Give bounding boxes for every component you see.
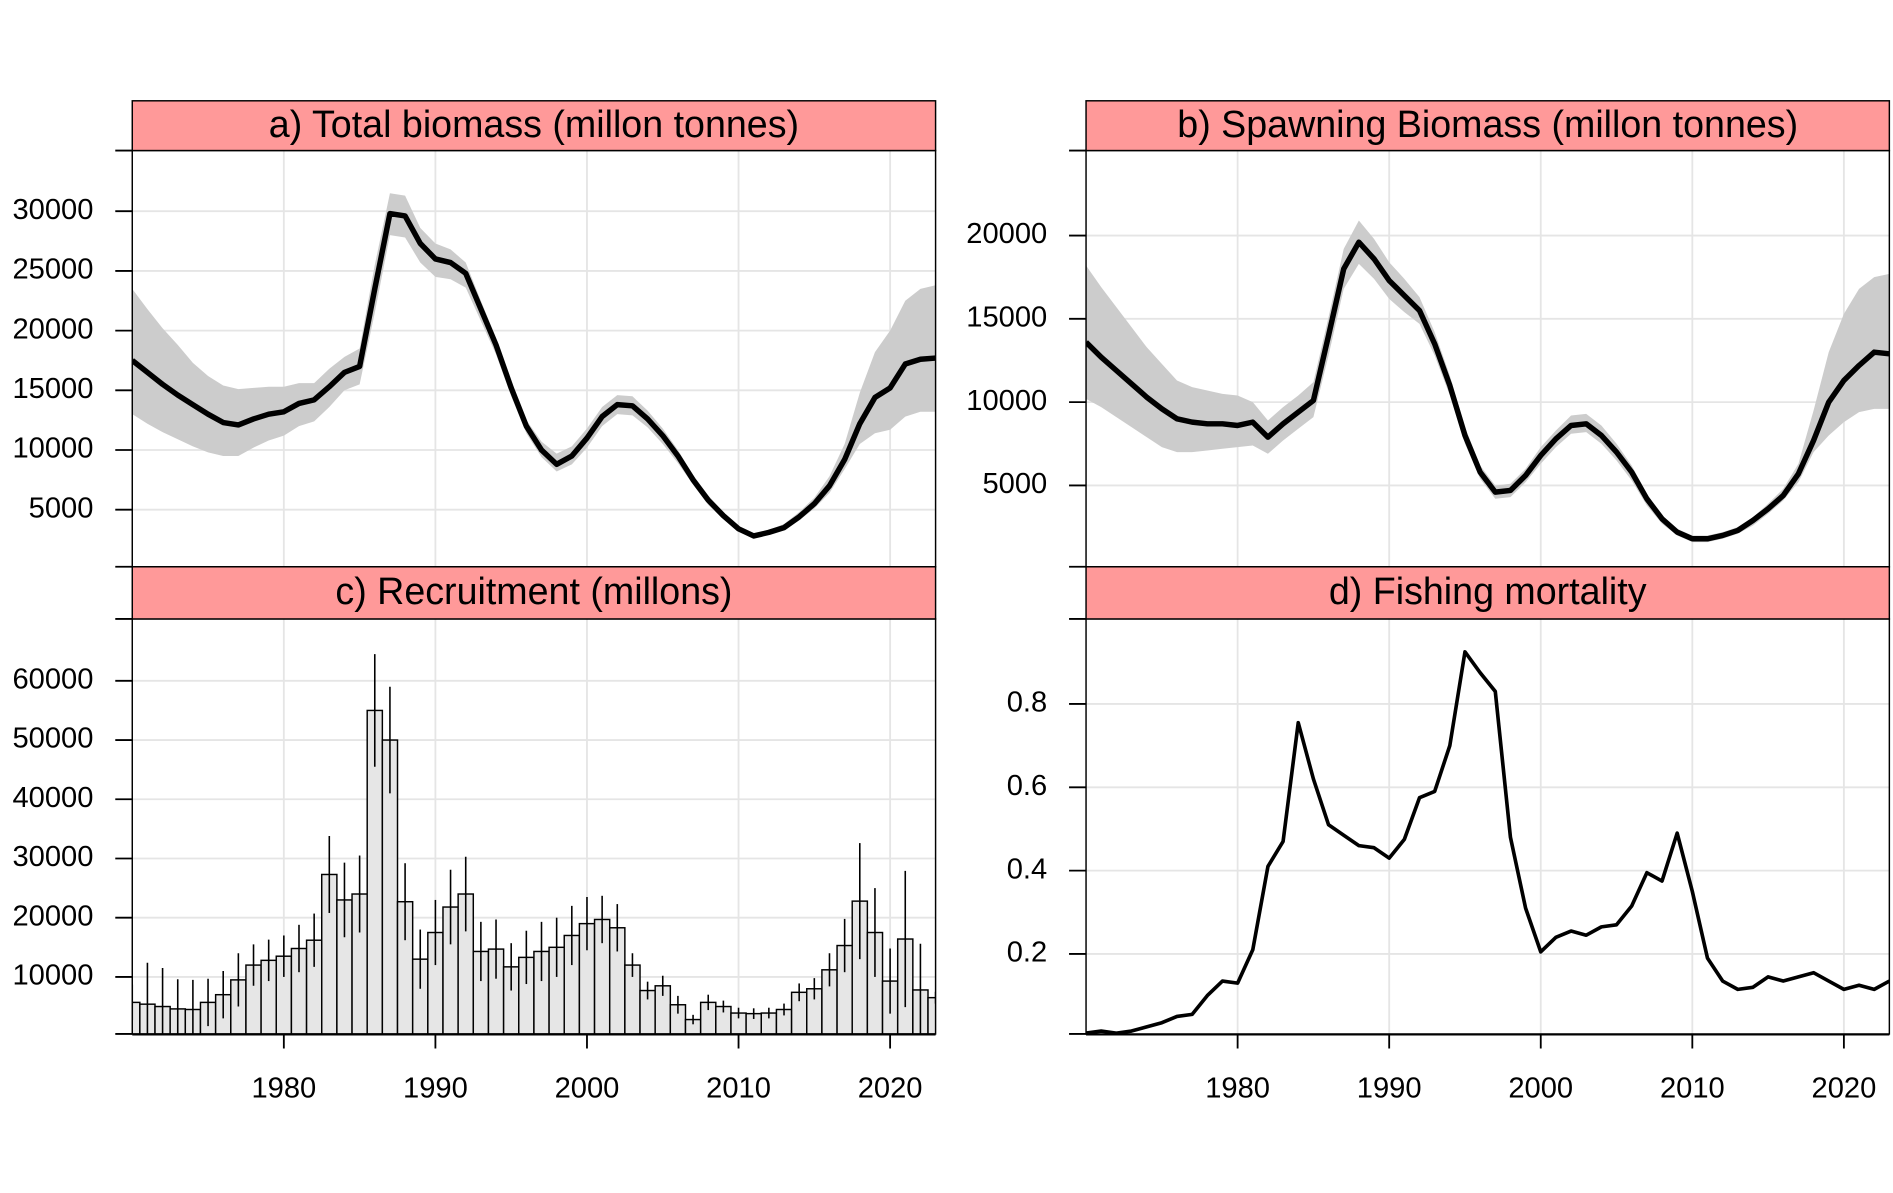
y-tick-label: 30000 [12,194,93,226]
y-tick-label: 0.8 [1007,687,1047,719]
plot-area [1086,618,1890,1034]
plot-area [1086,150,1890,567]
strip [1085,100,1891,152]
panel: 1980 1990 2000 2010 2020 0.2 0.4 0.6 0.8 d) Fishi… [1007,566,1891,1104]
x-tick-label: 2010 [1660,1072,1725,1104]
y-tick-label: 15000 [12,373,93,405]
x-tick-label: 2020 [858,1072,923,1104]
panel-title: c) Recruitment (millons) [335,570,732,612]
line [1086,650,1890,1034]
y-tick-label: 60000 [12,664,93,696]
panel-title: d) Fishing mortality [1329,570,1647,612]
panel: 5000 10000 15000 20000 25000 30000 a) Total bi… [12,100,937,568]
x-tick-label: 2010 [706,1072,771,1104]
y-tick-label: 20000 [12,900,93,932]
strip [131,100,937,152]
y-tick-label: 10000 [966,385,1047,417]
y-tick-label: 20000 [12,313,93,345]
y-tick-label: 10000 [12,960,93,992]
plot-area [132,150,936,567]
confidence-band [1086,220,1890,543]
x-tick-label: 1980 [1205,1072,1270,1104]
panel: 5000 10000 15000 20000 b) Spawning Biomass (… [966,100,1891,568]
panel: 1980 1990 2000 2010 2020 10000 20000 30000 40000… [12,566,937,1104]
y-tick-label: 10000 [12,433,93,465]
x-tick-label: 2000 [1508,1072,1573,1104]
y-tick-label: 25000 [12,254,93,286]
y-tick-label: 0.4 [1007,853,1047,885]
strip [1085,566,1891,620]
confidence-band [132,193,936,539]
y-tick-label: 50000 [12,723,93,755]
strip [131,566,937,620]
y-tick-label: 20000 [966,218,1047,250]
y-tick-label: 0.6 [1007,770,1047,802]
y-tick-label: 30000 [12,841,93,873]
y-tick-label: 40000 [12,782,93,814]
x-tick-label: 1990 [403,1072,468,1104]
x-tick-label: 1990 [1357,1072,1422,1104]
panel-title: a) Total biomass (millon tonnes) [269,103,799,145]
x-tick-label: 1980 [251,1072,316,1104]
plot-area [132,618,936,1034]
line [1086,239,1890,542]
x-tick-label: 2020 [1812,1072,1877,1104]
y-tick-label: 0.2 [1007,937,1047,969]
y-tick-label: 15000 [966,302,1047,334]
y-tick-label: 5000 [29,492,94,524]
panel-title: b) Spawning Biomass (millon tonnes) [1177,103,1798,145]
y-tick-label: 5000 [982,468,1047,500]
line [132,210,936,539]
x-tick-label: 2000 [555,1072,620,1104]
